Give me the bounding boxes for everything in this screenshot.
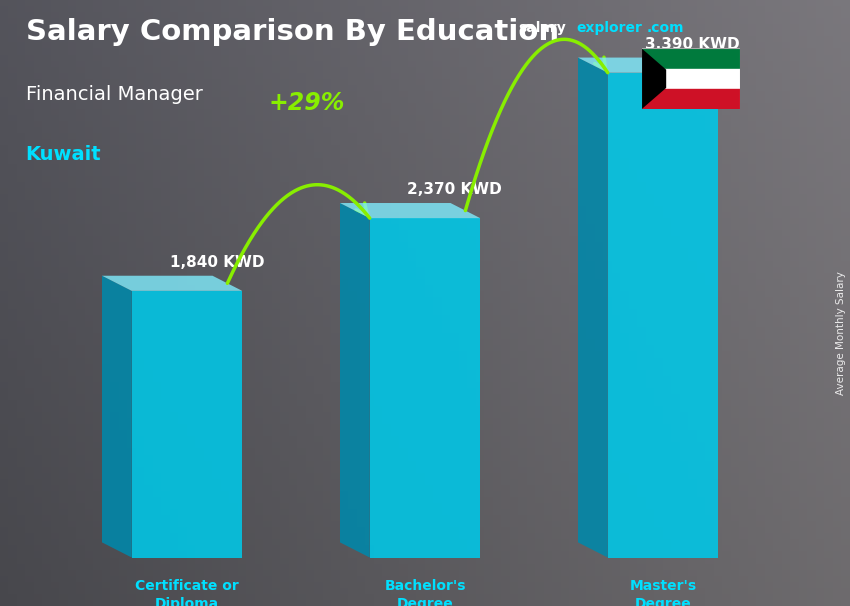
Bar: [642, 68, 740, 89]
Text: explorer: explorer: [576, 21, 642, 35]
Text: +29%: +29%: [269, 91, 345, 115]
Polygon shape: [642, 48, 666, 109]
Polygon shape: [132, 291, 242, 558]
Text: Average Monthly Salary: Average Monthly Salary: [836, 271, 846, 395]
Polygon shape: [608, 73, 718, 558]
Bar: [642, 48, 740, 68]
Text: .com: .com: [647, 21, 684, 35]
Text: salary: salary: [518, 21, 566, 35]
Text: Certificate or
Diploma: Certificate or Diploma: [135, 579, 239, 606]
Polygon shape: [102, 276, 242, 291]
Text: Master's
Degree: Master's Degree: [630, 579, 696, 606]
Text: Kuwait: Kuwait: [26, 145, 101, 164]
Text: 2,370 KWD: 2,370 KWD: [407, 182, 502, 197]
Polygon shape: [578, 58, 608, 558]
Text: 3,390 KWD: 3,390 KWD: [645, 36, 740, 52]
Polygon shape: [340, 203, 480, 218]
Bar: [642, 89, 740, 109]
Polygon shape: [102, 276, 132, 558]
Polygon shape: [340, 203, 370, 558]
Text: 1,840 KWD: 1,840 KWD: [169, 255, 264, 270]
Polygon shape: [578, 58, 718, 73]
Text: Financial Manager: Financial Manager: [26, 85, 202, 104]
Text: Bachelor's
Degree: Bachelor's Degree: [384, 579, 466, 606]
Polygon shape: [370, 218, 480, 558]
Text: Salary Comparison By Education: Salary Comparison By Education: [26, 18, 558, 46]
